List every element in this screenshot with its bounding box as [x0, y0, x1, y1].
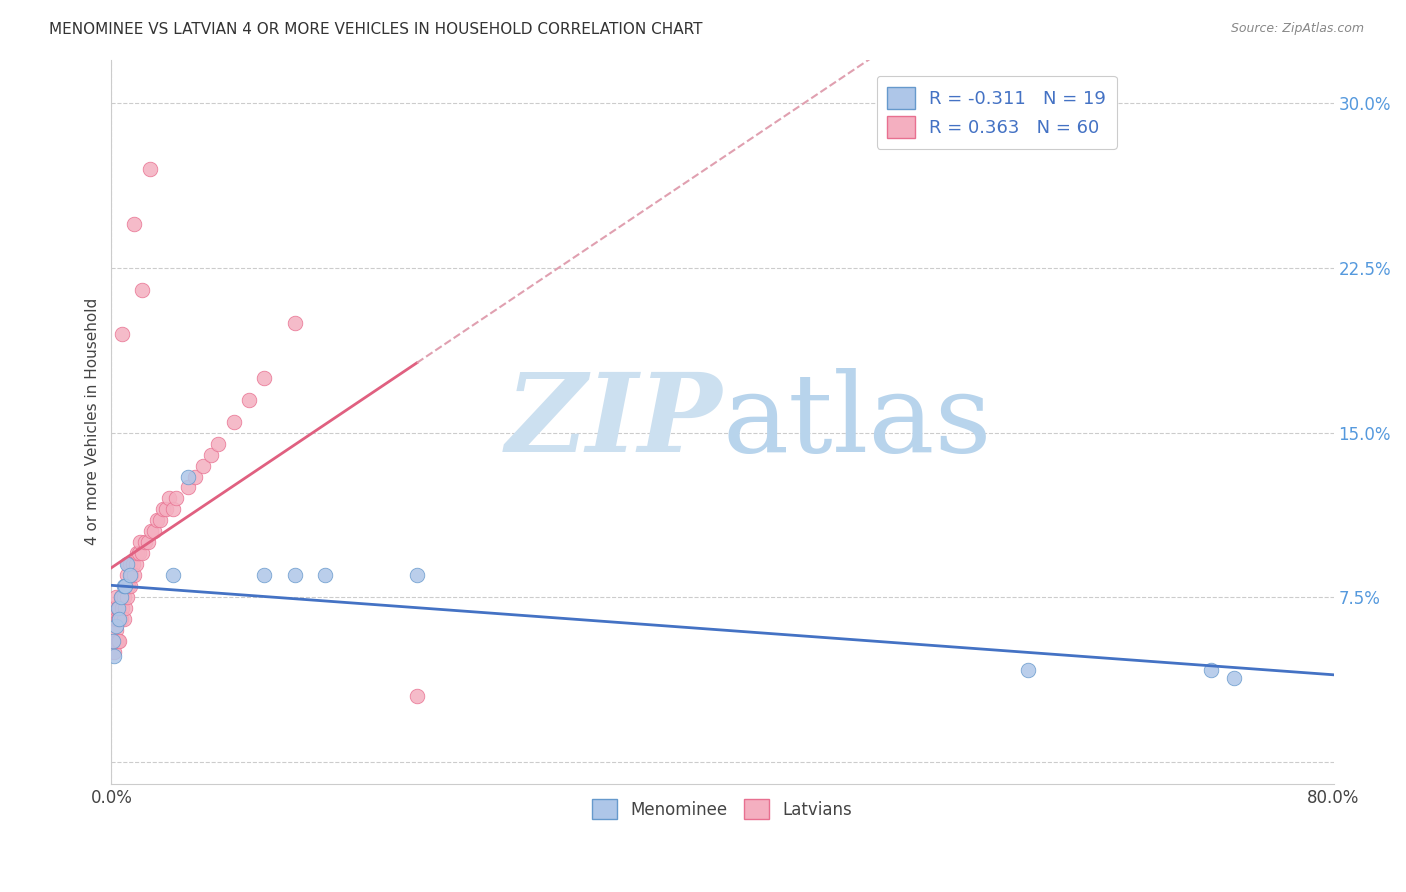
Point — [101, 601, 124, 615]
Point — [152, 502, 174, 516]
Text: ZIP: ZIP — [506, 368, 723, 475]
Point — [143, 524, 166, 539]
Text: MENOMINEE VS LATVIAN 4 OR MORE VEHICLES IN HOUSEHOLD CORRELATION CHART: MENOMINEE VS LATVIAN 4 OR MORE VEHICLES … — [49, 22, 703, 37]
Point — [131, 283, 153, 297]
Point — [112, 579, 135, 593]
Point — [162, 502, 184, 516]
Point — [103, 634, 125, 648]
Point — [110, 591, 132, 605]
Point — [200, 448, 222, 462]
Point — [136, 535, 159, 549]
Point — [108, 612, 131, 626]
Point — [124, 568, 146, 582]
Point — [107, 612, 129, 626]
Point — [284, 316, 307, 330]
Point — [253, 371, 276, 385]
Point — [1223, 672, 1246, 686]
Point — [103, 601, 125, 615]
Point — [117, 579, 139, 593]
Text: atlas: atlas — [723, 368, 993, 475]
Point — [406, 568, 429, 582]
Point — [108, 612, 131, 626]
Legend: Menominee, Latvians: Menominee, Latvians — [586, 792, 859, 826]
Point — [101, 634, 124, 648]
Point — [107, 601, 129, 615]
Point — [104, 623, 127, 637]
Point — [108, 601, 131, 615]
Point — [120, 568, 142, 582]
Point — [121, 558, 143, 572]
Point — [114, 579, 136, 593]
Point — [104, 612, 127, 626]
Y-axis label: 4 or more Vehicles in Household: 4 or more Vehicles in Household — [86, 298, 100, 545]
Point — [134, 535, 156, 549]
Point — [114, 579, 136, 593]
Point — [207, 436, 229, 450]
Point — [139, 524, 162, 539]
Point — [124, 217, 146, 231]
Point — [115, 591, 138, 605]
Point — [111, 326, 134, 341]
Point — [238, 392, 260, 407]
Point — [131, 546, 153, 560]
Point — [110, 612, 132, 626]
Point — [1201, 663, 1223, 677]
Point — [177, 481, 200, 495]
Point — [118, 568, 141, 582]
Point — [314, 568, 336, 582]
Point — [104, 619, 127, 633]
Point — [101, 612, 124, 626]
Point — [110, 591, 132, 605]
Point — [104, 634, 127, 648]
Point — [101, 634, 124, 648]
Point — [127, 546, 149, 560]
Text: Source: ZipAtlas.com: Source: ZipAtlas.com — [1230, 22, 1364, 36]
Point — [103, 645, 125, 659]
Point — [191, 458, 214, 473]
Point — [253, 568, 276, 582]
Point — [138, 162, 160, 177]
Point — [149, 513, 172, 527]
Point — [155, 502, 177, 516]
Point — [162, 568, 184, 582]
Point — [284, 568, 307, 582]
Point — [115, 558, 138, 572]
Point — [111, 601, 134, 615]
Point — [129, 535, 152, 549]
Point — [107, 634, 129, 648]
Point — [108, 634, 131, 648]
Point — [1017, 663, 1039, 677]
Point — [107, 601, 129, 615]
Point — [118, 558, 141, 572]
Point — [114, 601, 136, 615]
Point — [184, 469, 207, 483]
Point — [115, 568, 138, 582]
Point — [111, 591, 134, 605]
Point — [406, 689, 429, 703]
Point — [146, 513, 169, 527]
Point — [103, 649, 125, 664]
Point — [159, 491, 181, 506]
Point — [103, 612, 125, 626]
Point — [222, 415, 245, 429]
Point — [128, 546, 150, 560]
Point — [112, 591, 135, 605]
Point — [165, 491, 187, 506]
Point — [118, 579, 141, 593]
Point — [117, 558, 139, 572]
Point — [112, 612, 135, 626]
Point — [104, 591, 127, 605]
Point — [125, 558, 148, 572]
Point — [177, 469, 200, 483]
